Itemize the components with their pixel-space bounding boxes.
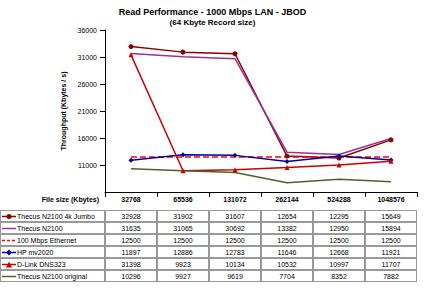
html-text:10997: 10997 xyxy=(329,261,349,268)
html-text:31902: 31902 xyxy=(173,213,193,220)
svg-text:21000: 21000 xyxy=(78,108,98,115)
svg-text:(64 Kbyte Record size): (64 Kbyte Record size) xyxy=(170,18,256,27)
html-text:Thecus N2100 4k Jumbo: Thecus N2100 4k Jumbo xyxy=(17,213,95,220)
html-text:12500: 12500 xyxy=(381,237,401,244)
html-text:10296: 10296 xyxy=(121,273,141,280)
html-text:7704: 7704 xyxy=(279,273,295,280)
html-text:30692: 30692 xyxy=(225,225,245,232)
svg-text:11000: 11000 xyxy=(78,162,97,169)
html-text:7882: 7882 xyxy=(383,273,399,280)
html-text:31635: 31635 xyxy=(121,225,141,232)
html-text:10134: 10134 xyxy=(225,261,245,268)
svg-text:65536: 65536 xyxy=(173,196,193,203)
html-text:13382: 13382 xyxy=(277,225,297,232)
svg-text:131072: 131072 xyxy=(223,196,246,203)
svg-text:1048576: 1048576 xyxy=(377,196,404,203)
svg-text:26000: 26000 xyxy=(78,81,98,88)
html-text:31398: 31398 xyxy=(121,261,141,268)
html-text:10532: 10532 xyxy=(277,261,297,268)
html-text:Thecus N2100: Thecus N2100 xyxy=(17,225,63,232)
svg-text:Read Performance - 1000 Mbps L: Read Performance - 1000 Mbps LAN - JBOD xyxy=(119,7,307,17)
html-text:32928: 32928 xyxy=(121,213,141,220)
html-text:8352: 8352 xyxy=(331,273,347,280)
svg-text:File size (Kbytes): File size (Kbytes) xyxy=(42,196,99,204)
html-text:11646: 11646 xyxy=(277,249,297,256)
html-text:31607: 31607 xyxy=(225,213,245,220)
html-text:12950: 12950 xyxy=(329,225,349,232)
html-text:12500: 12500 xyxy=(225,237,245,244)
html-text:100 Mbps Ethernet: 100 Mbps Ethernet xyxy=(17,237,77,244)
html-text:9927: 9927 xyxy=(175,273,191,280)
html-text:12654: 12654 xyxy=(277,213,297,220)
html-text:HP mv2020: HP mv2020 xyxy=(17,249,54,256)
html-text:12783: 12783 xyxy=(225,249,245,256)
html-text:15894: 15894 xyxy=(381,225,401,232)
html-text:9619: 9619 xyxy=(227,273,243,280)
html-text:12886: 12886 xyxy=(173,249,193,256)
html-text:12500: 12500 xyxy=(173,237,193,244)
html-text:12295: 12295 xyxy=(329,213,349,220)
svg-text:16000: 16000 xyxy=(78,135,98,142)
svg-text:31000: 31000 xyxy=(78,54,98,61)
html-text:D-Link DNS323: D-Link DNS323 xyxy=(17,261,66,268)
html-text:9923: 9923 xyxy=(175,261,191,268)
html-text:31065: 31065 xyxy=(173,225,193,232)
svg-text:32768: 32768 xyxy=(121,196,141,203)
html-text:12668: 12668 xyxy=(329,249,349,256)
html-text:12500: 12500 xyxy=(121,237,141,244)
svg-text:36000: 36000 xyxy=(78,27,98,34)
html-text:11921: 11921 xyxy=(381,249,401,256)
html-text:Thecus N2100 original: Thecus N2100 original xyxy=(17,273,87,280)
html-text:12500: 12500 xyxy=(329,237,349,244)
html-text:11707: 11707 xyxy=(381,261,401,268)
svg-text:524288: 524288 xyxy=(327,196,350,203)
svg-text:Throughput (Kbytes / s): Throughput (Kbytes / s) xyxy=(60,72,68,151)
html-text:15649: 15649 xyxy=(381,213,401,220)
svg-text:262144: 262144 xyxy=(275,196,298,203)
html-text:11897: 11897 xyxy=(121,249,141,256)
html-text:12500: 12500 xyxy=(277,237,297,244)
